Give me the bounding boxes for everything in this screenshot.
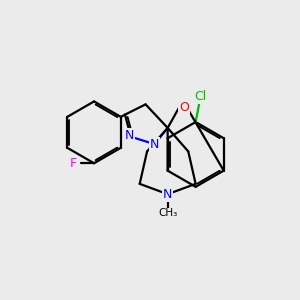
Text: N: N <box>125 129 134 142</box>
Text: CH₃: CH₃ <box>158 208 177 218</box>
Text: Cl: Cl <box>194 90 207 103</box>
Text: F: F <box>69 157 76 170</box>
Text: O: O <box>179 101 189 114</box>
Text: N: N <box>163 188 172 201</box>
Text: N: N <box>150 138 159 151</box>
